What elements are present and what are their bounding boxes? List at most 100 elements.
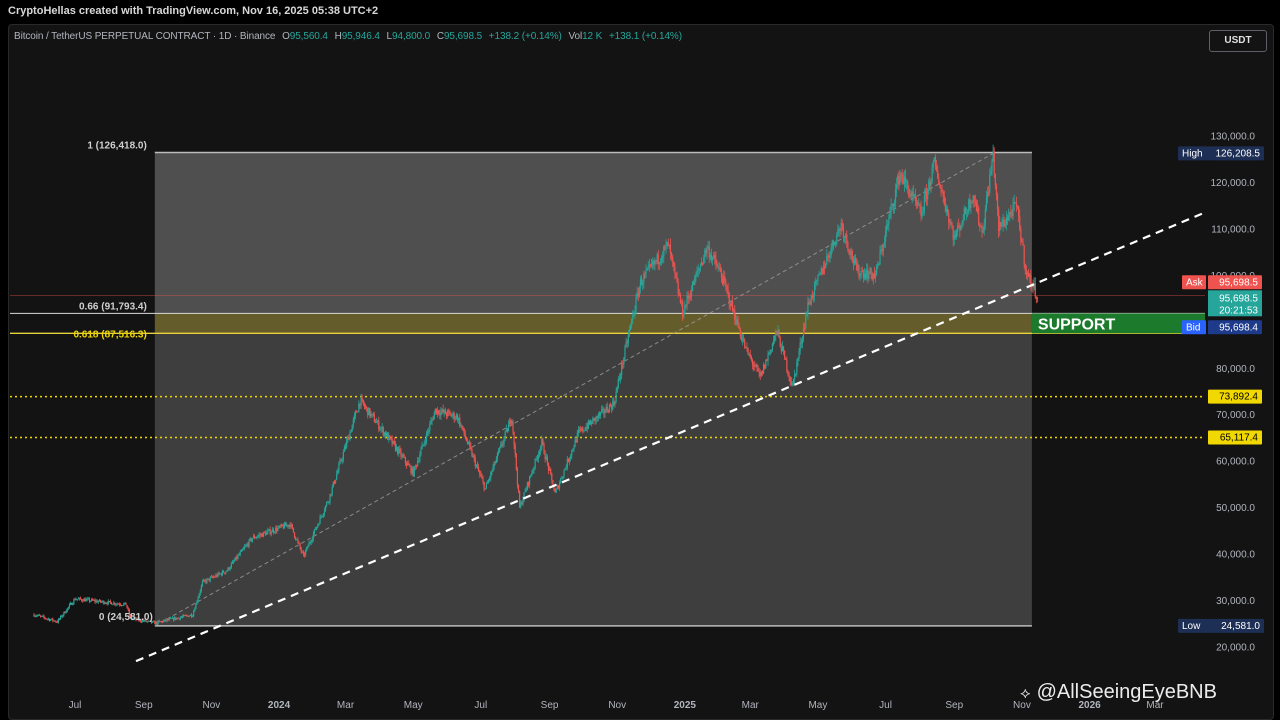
candle-body (608, 404, 611, 413)
candle-body (302, 552, 305, 555)
candle-body (399, 448, 401, 451)
candle-body (781, 346, 784, 352)
candle-body (856, 262, 858, 271)
candle-body (389, 435, 391, 438)
candle-body (259, 534, 261, 536)
candle-body (925, 191, 928, 200)
candle-body (78, 597, 81, 599)
candle-body (900, 173, 902, 175)
candle-body (551, 473, 553, 480)
candle-body (525, 489, 527, 491)
candles (33, 144, 1039, 626)
low-tag-value-bg (1208, 618, 1264, 633)
candle-body (98, 599, 100, 602)
candle-body (688, 295, 690, 299)
candle-body (413, 466, 415, 477)
candle-body (431, 419, 433, 421)
candle-body (884, 231, 887, 243)
candle-body (696, 270, 698, 276)
candle-body (449, 411, 451, 414)
ohlc-high-label: H (334, 31, 342, 42)
candle-body (354, 411, 357, 416)
candle-body (328, 501, 330, 503)
candle-body (82, 600, 84, 602)
candle-body (794, 374, 796, 379)
candle-body (740, 336, 743, 340)
candle-body (432, 419, 434, 421)
symbol-name[interactable]: Bitcoin / TetherUS PERPETUAL CONTRACT · … (14, 31, 276, 42)
candle-body (556, 485, 558, 490)
candle-body (507, 424, 510, 432)
candle-body (622, 363, 624, 365)
candle-body (466, 441, 469, 444)
candle-body (707, 246, 709, 248)
candle-body (984, 209, 986, 224)
candle-body (962, 220, 964, 224)
candle-body (1000, 221, 1002, 227)
candle-body (383, 432, 385, 435)
candle-body (245, 545, 247, 547)
watermark: ⟡ @AllSeeingEyeBNB (1020, 681, 1217, 704)
x-tick-label: Jul (879, 700, 892, 711)
candle-body (166, 619, 168, 621)
candle-body (633, 314, 635, 316)
candle-body (758, 371, 760, 373)
candle-body (378, 420, 380, 430)
candle-body (1035, 296, 1037, 298)
candle-body (896, 184, 898, 190)
candle-body (1010, 211, 1012, 213)
candle-body (208, 578, 210, 581)
symbol-legend: Bitcoin / TetherUS PERPETUAL CONTRACT · … (14, 31, 682, 42)
candle-body (612, 401, 614, 410)
candle-body (268, 529, 270, 531)
candle-body (660, 259, 663, 262)
candle-body (825, 264, 827, 269)
candle-body (136, 618, 138, 620)
candle-body (262, 531, 265, 537)
candle-body (388, 435, 390, 440)
candle-body (599, 412, 602, 416)
candle-body (190, 614, 193, 617)
candle-body (509, 420, 511, 425)
candle-body (206, 579, 208, 583)
watermark-text: @AllSeeingEyeBNB (1036, 681, 1217, 703)
volume-value: 12 K (582, 31, 603, 42)
x-tick-label: Mar (1146, 700, 1164, 711)
candle-body (826, 255, 828, 265)
candle-body (452, 413, 454, 416)
candle-body (595, 416, 597, 422)
candle-body (266, 531, 268, 535)
candle-body (846, 234, 848, 243)
candle-body (662, 256, 664, 260)
candle-body (461, 424, 463, 429)
candle-body (44, 617, 46, 619)
candle-body (258, 534, 260, 536)
candle-body (881, 249, 883, 252)
candle-body (1002, 219, 1004, 225)
candle-body (965, 212, 968, 214)
candle-body (267, 530, 269, 532)
candle-body (351, 424, 353, 432)
candle-body (837, 229, 839, 235)
candle-body (690, 290, 693, 297)
candle-body (711, 257, 714, 261)
candle-body (478, 466, 480, 472)
candle-body (583, 430, 585, 432)
candle-body (94, 600, 96, 602)
candle-body (948, 213, 950, 223)
candle-body (1029, 274, 1031, 277)
level-tag-1: 73,892.4 (1219, 392, 1258, 403)
candle-body (475, 465, 477, 467)
candle-body (164, 619, 166, 621)
candle-body (778, 330, 780, 338)
candle-body (104, 603, 106, 605)
candle-body (888, 217, 890, 225)
candle-body (197, 597, 199, 602)
candle-body (580, 429, 582, 431)
candle-body (1005, 217, 1008, 224)
candle-body (1004, 223, 1006, 226)
candle-body (1009, 211, 1011, 216)
candle-body (239, 551, 241, 555)
currency-button[interactable]: USDT (1209, 30, 1267, 52)
